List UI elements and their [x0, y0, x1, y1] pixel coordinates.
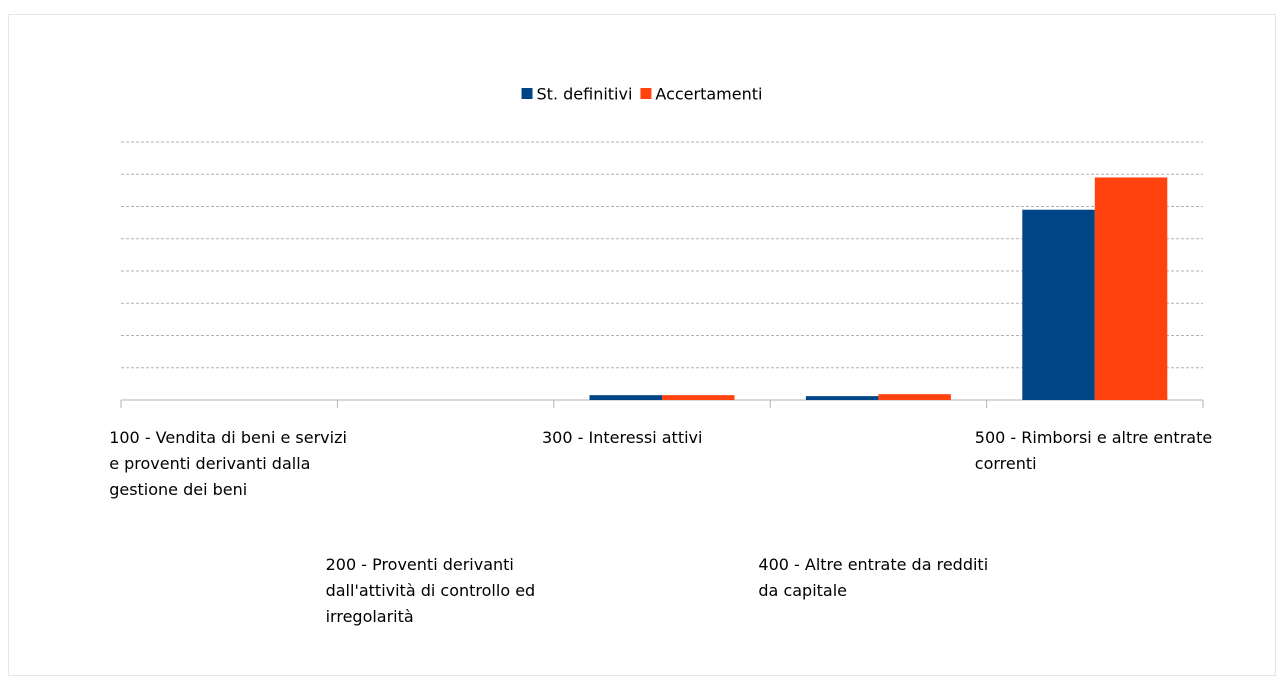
bar	[662, 395, 735, 400]
x-tick-label: 100 - Vendita di beni e servizi e proven…	[109, 428, 347, 499]
x-tick-label: 300 - Interessi attivi	[542, 428, 703, 447]
bar	[805, 396, 879, 400]
x-tick-label: 400 - Altre entrate da redditi da capita…	[758, 555, 989, 600]
legend-swatch	[521, 88, 533, 99]
bar	[878, 394, 951, 400]
bar	[589, 395, 662, 400]
legend-label: Accertamenti	[655, 85, 762, 104]
legend-label: St. definitivi	[537, 85, 633, 104]
legend-swatch	[640, 88, 652, 99]
bar	[1022, 209, 1095, 400]
chart-frame	[8, 14, 1276, 676]
bar	[1094, 177, 1168, 400]
x-tick-label: 200 - Proventi derivanti dall'attività d…	[325, 555, 536, 626]
x-tick-label: 500 - Rimborsi e altre entrate correnti	[974, 428, 1213, 473]
